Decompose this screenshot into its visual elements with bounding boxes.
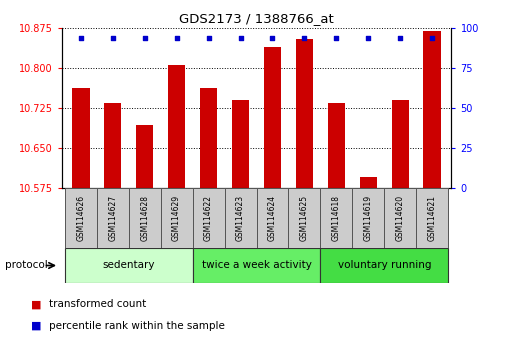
Bar: [65, 188, 97, 248]
Bar: [423, 31, 441, 188]
Text: twice a week activity: twice a week activity: [202, 261, 311, 270]
Text: GSM114621: GSM114621: [428, 195, 437, 241]
Bar: [264, 47, 281, 188]
Bar: [384, 188, 416, 248]
Bar: [129, 188, 161, 248]
Text: GDS2173 / 1388766_at: GDS2173 / 1388766_at: [179, 12, 334, 25]
Bar: [168, 65, 185, 188]
Text: GSM114627: GSM114627: [108, 195, 117, 241]
Point: [268, 35, 277, 41]
Bar: [391, 100, 409, 188]
Point: [364, 35, 372, 41]
Text: ■: ■: [31, 299, 41, 309]
Bar: [72, 88, 90, 188]
Text: voluntary running: voluntary running: [338, 261, 431, 270]
Bar: [416, 188, 448, 248]
Bar: [104, 103, 122, 188]
Bar: [161, 188, 192, 248]
Bar: [225, 188, 256, 248]
Text: transformed count: transformed count: [49, 299, 146, 309]
Bar: [192, 188, 225, 248]
Bar: [192, 248, 321, 283]
Text: GSM114620: GSM114620: [396, 195, 405, 241]
Bar: [295, 39, 313, 188]
Bar: [200, 88, 218, 188]
Point: [76, 35, 85, 41]
Point: [300, 35, 308, 41]
Text: GSM114625: GSM114625: [300, 195, 309, 241]
Bar: [232, 100, 249, 188]
Point: [396, 35, 404, 41]
Text: GSM114623: GSM114623: [236, 195, 245, 241]
Text: GSM114624: GSM114624: [268, 195, 277, 241]
Bar: [321, 248, 448, 283]
Point: [205, 35, 213, 41]
Bar: [288, 188, 321, 248]
Text: GSM114619: GSM114619: [364, 195, 373, 241]
Bar: [65, 248, 192, 283]
Text: sedentary: sedentary: [103, 261, 155, 270]
Text: GSM114622: GSM114622: [204, 195, 213, 241]
Point: [109, 35, 117, 41]
Bar: [256, 188, 288, 248]
Bar: [321, 188, 352, 248]
Text: GSM114629: GSM114629: [172, 195, 181, 241]
Point: [141, 35, 149, 41]
Text: GSM114628: GSM114628: [140, 195, 149, 241]
Point: [236, 35, 245, 41]
Bar: [352, 188, 384, 248]
Text: GSM114626: GSM114626: [76, 195, 85, 241]
Text: GSM114618: GSM114618: [332, 195, 341, 241]
Bar: [360, 177, 377, 188]
Bar: [97, 188, 129, 248]
Bar: [136, 125, 153, 188]
Text: ■: ■: [31, 321, 41, 331]
Text: percentile rank within the sample: percentile rank within the sample: [49, 321, 225, 331]
Bar: [328, 103, 345, 188]
Point: [332, 35, 341, 41]
Point: [428, 35, 437, 41]
Text: protocol: protocol: [5, 261, 48, 270]
Point: [172, 35, 181, 41]
